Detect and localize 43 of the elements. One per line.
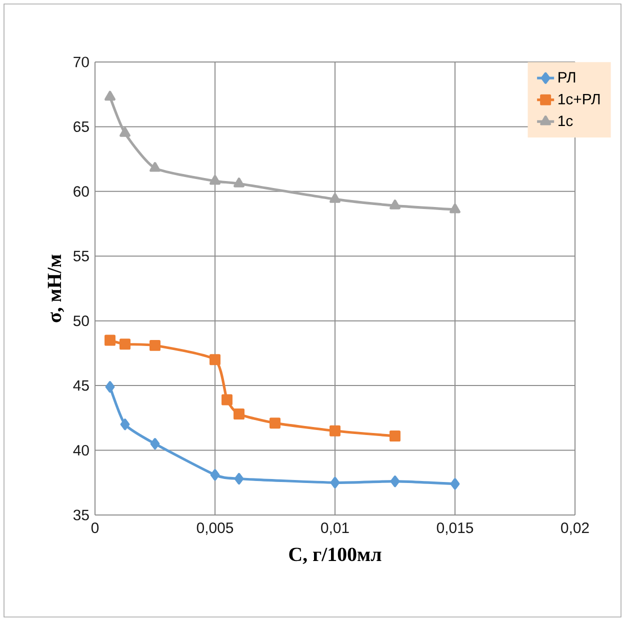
y-tick-label: 60 [74, 186, 89, 197]
point [222, 394, 232, 406]
point [210, 174, 220, 185]
point [330, 476, 340, 488]
point [150, 340, 160, 351]
point [210, 469, 220, 481]
point [120, 338, 130, 350]
point [450, 478, 460, 490]
point [150, 162, 160, 172]
point [105, 381, 115, 393]
point [270, 418, 280, 429]
y-tick-label: 35 [73, 510, 89, 520]
legend-label: 1с [558, 116, 573, 126]
legend-label: РЛ [558, 72, 576, 83]
y-tick-label: 70 [74, 56, 89, 68]
point [150, 438, 160, 450]
x-axis-title: С, г/100мл [289, 548, 382, 564]
x-tick-label: 0,015 [436, 522, 474, 535]
y-tick-label: 45 [73, 380, 89, 391]
y-tick-label: 40 [73, 444, 89, 456]
point [104, 334, 116, 346]
point [120, 418, 130, 430]
x-tick-label: 0,02 [561, 522, 589, 535]
point [104, 90, 116, 101]
y-tick-label: 55 [73, 250, 89, 262]
point [120, 127, 130, 137]
y-tick-label: 50 [73, 316, 89, 326]
point [234, 408, 244, 420]
point [390, 430, 400, 442]
point [390, 476, 400, 488]
point [450, 203, 460, 214]
point [330, 193, 340, 203]
point [210, 354, 220, 366]
y-tick-label: 65 [74, 121, 89, 132]
point [330, 425, 340, 436]
y-axis-title: σ, мН/м [48, 254, 64, 322]
point [234, 472, 244, 485]
x-tick-label: 0 [91, 522, 99, 534]
point [390, 200, 400, 210]
x-tick-label: 0,01 [321, 522, 349, 535]
point [234, 178, 244, 188]
legend-label: 1с+РЛ [558, 94, 600, 104]
x-tick-label: 0,005 [196, 522, 234, 535]
